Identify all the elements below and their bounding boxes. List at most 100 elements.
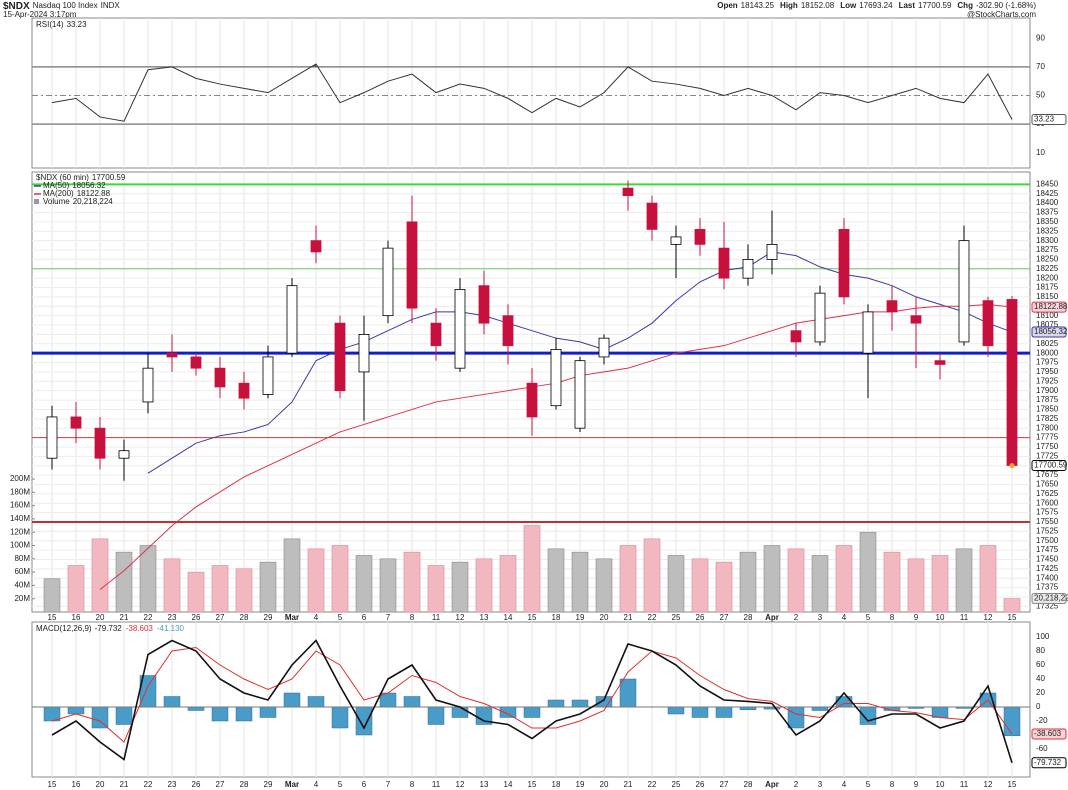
x-tick-label: 12	[456, 613, 465, 622]
volume-bar	[475, 558, 493, 613]
candle-body	[286, 285, 298, 354]
volume-bar	[139, 545, 157, 613]
legend-entry: MA(50) 18056.32	[43, 181, 106, 190]
volume-bar	[763, 545, 781, 613]
candle-body	[1006, 299, 1018, 466]
q-label: Open	[717, 1, 738, 10]
price-last: 17700.59	[92, 173, 126, 182]
macd-histogram-bar	[547, 699, 565, 708]
macd-histogram-bar	[211, 706, 229, 722]
x-tick-label: 28	[744, 780, 753, 789]
x-tick-label: 12	[984, 613, 993, 622]
y-tick-label: 18075	[1036, 320, 1059, 329]
rsi-line	[51, 63, 1013, 122]
value-tag	[1031, 301, 1067, 313]
value-tag	[1031, 113, 1067, 125]
volume-bar	[211, 565, 229, 613]
y-tick-label: 18325	[1036, 226, 1059, 235]
x-tick-label: 28	[744, 613, 753, 622]
volume-bar	[427, 565, 445, 613]
x-tick-label: 16	[72, 613, 81, 622]
macd-title: MACD(12,26,9)	[36, 624, 92, 633]
macd-histogram-bar	[451, 706, 469, 718]
volume-bar	[835, 545, 853, 613]
x-tick-label: 23	[168, 780, 177, 789]
candle-body	[70, 416, 82, 429]
candle-body	[190, 356, 202, 369]
candle-body	[622, 187, 634, 197]
candle-body	[766, 243, 778, 260]
candle-body	[646, 202, 658, 230]
x-tick-label: 21	[120, 780, 129, 789]
q-label: Low	[840, 1, 857, 10]
candle-body	[142, 367, 154, 403]
volume-bar	[187, 571, 205, 613]
volume-bar	[307, 548, 325, 613]
rsi-legend: RSI(14) 33.23	[36, 20, 87, 29]
x-tick-label: 20	[96, 780, 105, 789]
legend-name: MA(50)	[43, 181, 70, 190]
index-name: Nasdaq 100 Index	[33, 1, 98, 10]
candle-body	[454, 289, 466, 369]
x-tick-label: 14	[504, 613, 513, 622]
y-tick-label: 18275	[1036, 245, 1059, 254]
candle-body	[958, 240, 970, 343]
y-tick-label: 17575	[1036, 508, 1059, 517]
x-tick-label: 13	[480, 613, 489, 622]
x-tick-label: 16	[72, 780, 81, 789]
x-tick-label: 20	[96, 613, 105, 622]
candle-body	[670, 236, 682, 245]
x-tick-label: 28	[240, 613, 249, 622]
macd-hist-value: -41.130	[157, 624, 185, 633]
x-tick-label: 15	[1008, 613, 1017, 622]
macd-histogram-bar	[1003, 706, 1021, 737]
candle-body	[838, 228, 850, 298]
value-tag	[1031, 326, 1067, 338]
volume-bar	[235, 568, 253, 613]
macd-histogram-bar	[331, 706, 349, 729]
volume-bar	[43, 578, 61, 613]
macd-histogram-bar	[859, 706, 877, 725]
x-tick-label: 26	[192, 613, 201, 622]
y-tick-label: 18375	[1036, 208, 1059, 217]
y-tick-label: -20	[1036, 716, 1048, 725]
macd-histogram-bar	[403, 696, 421, 708]
value-tag	[1031, 593, 1067, 605]
candle-body	[358, 334, 370, 373]
value-tag-label: 18056.32	[1034, 327, 1068, 336]
x-tick-label: Mar	[285, 613, 299, 622]
volume-bar	[619, 545, 637, 613]
macd-histogram-bar	[811, 706, 829, 711]
x-tick-label: 21	[624, 613, 633, 622]
value-tag-label: -79.732	[1034, 758, 1062, 767]
y-tick-label: 17325	[1036, 601, 1059, 610]
x-tick-label: 18	[552, 613, 561, 622]
x-tick-label: 21	[120, 613, 129, 622]
volume-bar	[547, 548, 565, 613]
x-tick-label: 4	[842, 780, 847, 789]
x-tick-label: Apr	[765, 613, 779, 622]
q-value: 18152.08	[801, 1, 835, 10]
header-quote: Open 18143.25 High 18152.08 Low 17693.24 Last 1…	[717, 1, 1036, 10]
symbol: $NDX	[3, 1, 30, 12]
volume-bar	[331, 545, 349, 613]
x-tick-label: 22	[648, 780, 657, 789]
x-tick-label: 11	[960, 780, 969, 789]
y-tick-label: 18100	[1036, 311, 1059, 320]
last-price-dot	[1009, 462, 1015, 468]
volume-bar	[955, 548, 973, 613]
x-tick-label: 25	[672, 780, 681, 789]
candle-body	[790, 330, 802, 343]
volume-bar	[907, 558, 925, 613]
value-tag-label: -38.603	[1034, 729, 1062, 738]
x-tick-label: 6	[362, 780, 367, 789]
y-tick-label: 17650	[1036, 480, 1059, 489]
y-tick-label: 17750	[1036, 442, 1059, 451]
y-tick-label: 20	[1036, 688, 1045, 697]
volume-bar	[811, 555, 829, 613]
y-tick-label: 17550	[1036, 517, 1059, 526]
x-tick-label: 11	[432, 613, 441, 622]
x-tick-label: 22	[648, 613, 657, 622]
volume-tick-label: 140M	[10, 514, 30, 523]
candle-body	[502, 315, 514, 347]
